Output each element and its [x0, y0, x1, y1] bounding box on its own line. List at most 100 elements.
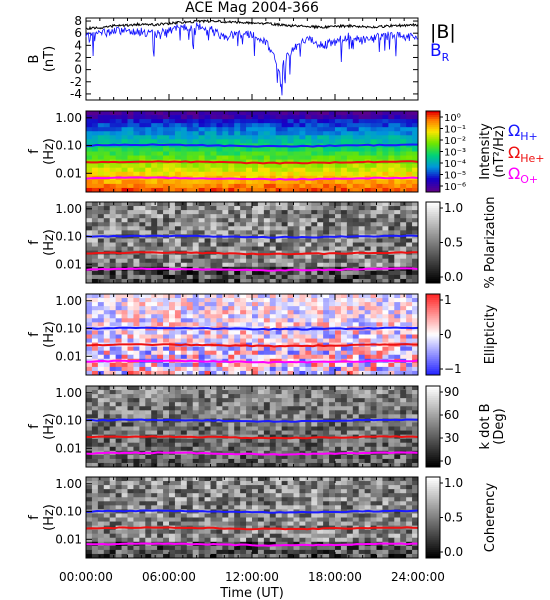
heatmap-cell: [317, 179, 324, 185]
heatmap-cell: [91, 426, 99, 431]
heatmap-cell: [186, 218, 194, 223]
heatmap-cell: [364, 270, 371, 276]
heatmap-cell: [275, 123, 283, 128]
heatmap-cell: [139, 430, 146, 435]
heatmap-cell: [109, 414, 117, 419]
heatmap-cell: [281, 426, 288, 431]
heatmap-cell: [174, 370, 182, 376]
heatmap-cell: [157, 386, 164, 391]
heatmap-cell: [287, 127, 294, 132]
heatmap-cell: [133, 274, 140, 280]
heatmap-cell: [281, 155, 288, 160]
heatmap-cell: [127, 386, 134, 391]
heatmap-cell: [252, 167, 259, 173]
heatmap-cell: [293, 314, 300, 319]
heatmap-cell: [222, 298, 229, 303]
heatmap-cell: [246, 362, 253, 368]
heatmap-cell: [317, 370, 324, 376]
heatmap-cell: [139, 310, 146, 315]
heatmap-cell: [91, 214, 99, 219]
heatmap-cell: [257, 462, 265, 468]
heatmap-cell: [151, 338, 158, 343]
heatmap-cell: [151, 446, 158, 452]
heatmap-cell: [275, 135, 283, 140]
heatmap-cell: [163, 390, 170, 395]
heatmap-cell: [198, 270, 205, 276]
heatmap-cell: [234, 362, 241, 368]
heatmap-cell: [97, 222, 105, 227]
heatmap-cell: [275, 318, 283, 323]
heatmap-cell: [204, 446, 211, 452]
heatmap-cell: [121, 330, 128, 335]
heatmap-cell: [406, 143, 413, 148]
heatmap-cell: [358, 406, 366, 411]
heatmap-cell: [275, 302, 283, 307]
heatmap-cell: [91, 310, 99, 315]
heatmap-cell: [317, 442, 324, 448]
heatmap-cell: [293, 131, 300, 136]
heatmap-cell: [281, 119, 288, 124]
heatmap-cell: [269, 167, 277, 173]
heatmap-cell: [210, 163, 217, 169]
heatmap-cell: [109, 390, 117, 395]
heatmap-cell: [364, 302, 371, 307]
heatmap-cell: [127, 489, 134, 494]
heatmap-cell: [317, 350, 324, 356]
heatmap-cell: [86, 123, 93, 128]
heatmap-cell: [364, 394, 371, 399]
heatmap-cell: [406, 422, 413, 427]
heatmap-cell: [86, 218, 93, 223]
heatmap-cell: [216, 214, 223, 219]
heatmap-cell: [335, 322, 342, 327]
heatmap-cell: [382, 426, 389, 431]
heatmap-cell: [145, 246, 152, 251]
colorbar-step: [426, 416, 440, 419]
heatmap-cell: [269, 430, 277, 435]
heatmap-cell: [133, 218, 140, 223]
heatmap-cell: [263, 294, 271, 299]
heatmap-cell: [151, 230, 158, 235]
heatmap-cell: [91, 183, 99, 189]
heatmap-cell: [382, 446, 389, 452]
heatmap-cell: [139, 139, 146, 144]
heatmap-cell: [281, 410, 288, 415]
heatmap-cell: [352, 187, 360, 193]
heatmap-cell: [240, 139, 247, 144]
heatmap-cell: [234, 422, 241, 427]
heatmap-cell: [151, 115, 158, 120]
heatmap-cell: [352, 298, 360, 303]
heatmap-cell: [352, 446, 360, 452]
heatmap-cell: [370, 302, 377, 307]
colorbar-step: [426, 230, 440, 233]
heatmap-cell: [364, 274, 371, 280]
heatmap-cell: [275, 489, 283, 494]
heatmap-cell: [323, 210, 330, 215]
heatmap-cell: [169, 398, 176, 403]
colorbar-step: [426, 117, 440, 120]
heatmap-cell: [216, 430, 223, 435]
heatmap-cell: [340, 338, 348, 343]
heatmap-cell: [394, 362, 401, 368]
heatmap-cell: [204, 386, 211, 391]
heatmap-cell: [198, 179, 205, 185]
heatmap-cell: [388, 366, 395, 372]
heatmap-cell: [346, 155, 354, 160]
heatmap-cell: [364, 167, 371, 173]
heatmap-cell: [151, 346, 158, 352]
heatmap-cell: [216, 330, 223, 335]
heatmap-cell: [97, 370, 105, 376]
heatmap-cell: [192, 338, 200, 343]
heatmap-cell: [133, 390, 140, 395]
heatmap-cell: [180, 127, 188, 132]
heatmap-cell: [287, 151, 294, 156]
heatmap-cell: [174, 147, 182, 152]
heatmap-cell: [186, 410, 194, 415]
heatmap-cell: [163, 430, 170, 435]
heatmap-cell: [376, 139, 383, 144]
heatmap-cell: [133, 306, 140, 311]
heatmap-cell: [394, 183, 401, 189]
heatmap-cell: [400, 187, 407, 193]
heatmap-cell: [198, 202, 205, 207]
heatmap-cell: [281, 163, 288, 169]
heatmap-cell: [346, 310, 354, 315]
